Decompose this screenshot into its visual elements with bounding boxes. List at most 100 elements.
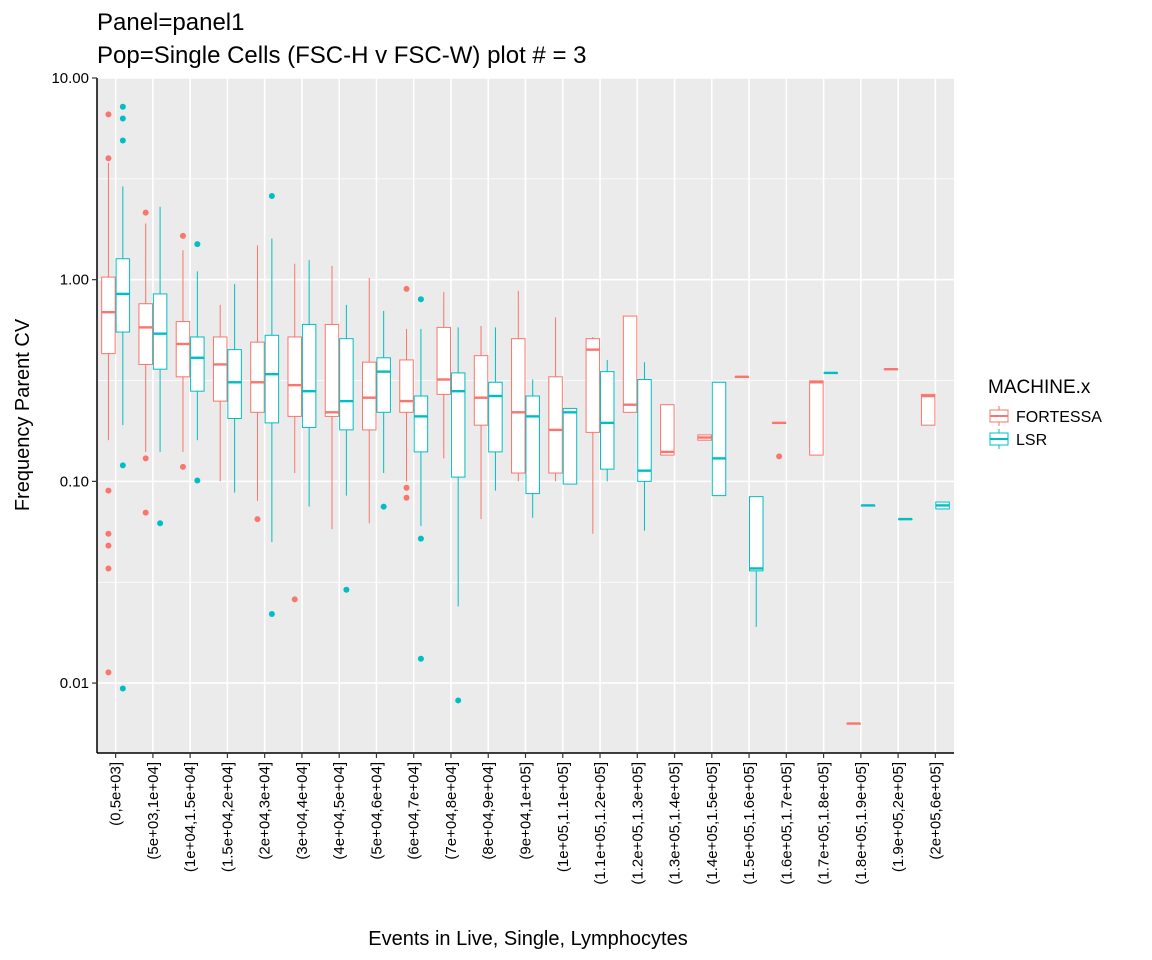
legend-item-lsr: LSR <box>989 429 1047 449</box>
box-lsr-10 <box>488 327 503 491</box>
x-tick-label: (1.4e+05,1.5e+05] <box>704 762 721 885</box>
box-fortessa-7 <box>362 277 377 524</box>
outlier-point <box>254 516 261 523</box>
x-tick-label: (1.1e+05,1.2e+05] <box>592 762 609 885</box>
box-iqr <box>399 359 414 413</box>
box-iqr <box>525 395 540 495</box>
outlier-point <box>179 232 186 239</box>
x-tick-label: (2e+05,6e+05] <box>927 762 944 860</box>
outlier-point <box>105 565 112 572</box>
outlier-point <box>268 192 275 199</box>
box-fortessa-18 <box>771 421 787 460</box>
x-tick-label: (2e+04,3e+04] <box>257 762 274 860</box>
outlier-point <box>105 542 112 549</box>
y-axis-ticks: 0.01 0.10 1.00 10.00 <box>51 70 97 692</box>
box-fortessa-3 <box>212 304 228 482</box>
box-lsr-4 <box>264 192 280 617</box>
box-lsr-3 <box>227 284 242 493</box>
box-iqr <box>376 357 391 413</box>
box-iqr <box>138 303 153 365</box>
box-iqr <box>175 321 191 378</box>
box-iqr <box>190 336 205 392</box>
outlier-point <box>119 115 126 122</box>
x-tick-label: (5e+04,6e+04] <box>368 762 385 860</box>
x-tick-label: (1.2e+05,1.3e+05] <box>629 762 646 885</box>
box-iqr <box>749 496 764 572</box>
legend-items: FORTESSA LSR <box>989 406 1102 449</box>
box-iqr <box>920 393 936 426</box>
box-fortessa-8 <box>399 285 414 501</box>
x-tick-label: (4e+04,5e+04] <box>331 762 348 860</box>
y-axis-title: Frequency Parent CV <box>12 318 34 511</box>
box-iqr <box>436 326 452 395</box>
x-tick-label: (5e+03,1e+04] <box>145 762 162 860</box>
x-tick-label: (1e+05,1.1e+05] <box>555 762 572 872</box>
box-fortessa-12 <box>548 317 563 482</box>
box-fortessa-4 <box>250 245 265 523</box>
box-fortessa-2 <box>175 232 191 470</box>
box-fortessa-15 <box>660 404 675 456</box>
y-tick-label: 1.00 <box>60 272 89 289</box>
outlier-point <box>417 655 424 662</box>
box-fortessa-9 <box>436 291 452 459</box>
box-lsr-1 <box>152 206 168 527</box>
box-iqr <box>227 349 242 419</box>
legend-title: MACHINE.x <box>988 377 1091 398</box>
box-layer <box>101 103 950 725</box>
outlier-point <box>268 610 275 617</box>
box-iqr <box>473 355 489 426</box>
box-iqr <box>599 371 615 470</box>
x-tick-label: (1.9e+05,2e+05] <box>890 762 907 872</box>
x-tick-label: (7e+04,8e+04] <box>443 762 460 860</box>
outlier-point <box>105 155 112 162</box>
box-iqr <box>115 258 131 333</box>
box-iqr <box>809 380 824 456</box>
box-fortessa-13 <box>585 336 601 534</box>
box-lsr-7 <box>376 310 391 510</box>
box-iqr <box>324 323 340 417</box>
box-fortessa-14 <box>622 315 638 413</box>
x-tick-label: (1.7e+05,1.8e+05] <box>816 762 833 885</box>
x-axis-ticks: (0,5e+03] (5e+03,1e+04] (1e+04,1.5e+04] (1.… <box>108 753 944 885</box>
box-fortessa-20 <box>846 722 861 725</box>
outlier-point <box>142 209 149 216</box>
box-fortessa-21 <box>883 367 899 371</box>
box-lsr-21 <box>898 517 913 521</box>
outlier-point <box>194 477 201 484</box>
box-iqr <box>101 276 116 355</box>
box-iqr <box>250 341 265 413</box>
outlier-point <box>417 296 424 303</box>
x-tick-label: (9e+04,1e+05] <box>518 762 535 860</box>
outlier-point <box>455 697 462 704</box>
box-lsr-0 <box>115 103 131 692</box>
outlier-point <box>105 487 112 494</box>
x-tick-label: (0,5e+03] <box>108 762 125 826</box>
box-iqr <box>637 378 652 482</box>
box-lsr-20 <box>860 504 876 507</box>
outlier-point <box>119 137 126 144</box>
box-fortessa-22 <box>920 393 936 426</box>
box-fortessa-17 <box>734 375 750 378</box>
box-lsr-16 <box>711 381 727 497</box>
outlier-point <box>157 520 164 527</box>
box-iqr <box>339 338 354 431</box>
box-lsr-8 <box>413 296 429 662</box>
box-fortessa-1 <box>138 209 153 516</box>
box-lsr-11 <box>525 379 540 518</box>
box-iqr <box>301 323 317 428</box>
box-lsr-14 <box>637 362 652 531</box>
box-iqr <box>488 381 503 453</box>
x-tick-label: (3e+04,4e+04] <box>294 762 311 860</box>
outlier-point <box>142 509 149 516</box>
outlier-point <box>403 285 410 292</box>
legend-item-fortessa: FORTESSA <box>989 406 1102 426</box>
box-lsr-13 <box>599 359 615 482</box>
y-tick-label: 10.00 <box>51 70 89 87</box>
box-fortessa-5 <box>287 263 302 603</box>
x-tick-label: (1.6e+05,1.7e+05] <box>778 762 795 885</box>
outlier-point <box>403 494 410 501</box>
y-tick-label: 0.10 <box>60 473 89 490</box>
box-iqr <box>264 334 280 424</box>
box-lsr-12 <box>562 407 578 485</box>
